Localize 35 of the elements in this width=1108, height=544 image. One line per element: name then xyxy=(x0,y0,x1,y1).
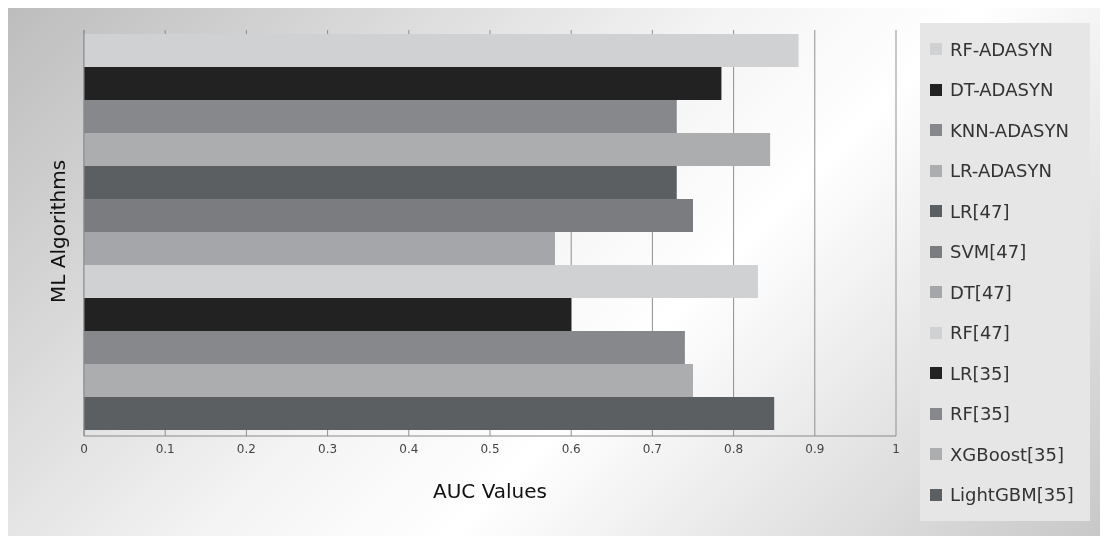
legend-label: DT[47] xyxy=(949,280,1013,305)
y-axis-title: ML Algorithms xyxy=(46,159,71,303)
bar xyxy=(84,199,693,232)
x-tick-label: 0.9 xyxy=(805,441,825,456)
x-tick-label: 0.2 xyxy=(236,441,256,456)
bar xyxy=(84,166,677,199)
x-tick-label: 0 xyxy=(80,441,88,456)
x-tick-label: 0.1 xyxy=(155,441,175,456)
x-tick-label: 0.8 xyxy=(724,441,744,456)
legend-label: LR-ADASYN xyxy=(949,159,1053,184)
bar xyxy=(84,232,555,265)
x-tick-label: 0.4 xyxy=(399,441,419,456)
legend-label: RF[47] xyxy=(949,321,1011,346)
bar xyxy=(84,67,722,100)
x-tick-label: 0.7 xyxy=(642,441,662,456)
legend-label: RF-ADASYN xyxy=(949,37,1055,62)
legend-label: XGBoost[35] xyxy=(949,442,1066,467)
x-tick-label: 1 xyxy=(892,441,900,456)
bar xyxy=(84,265,758,298)
x-tick-label: 0.5 xyxy=(480,441,500,456)
x-tick-label: 0.6 xyxy=(561,441,581,456)
legend-label: LR[47] xyxy=(949,199,1011,224)
x-tick-label: 0.3 xyxy=(318,441,338,456)
legend-label: LR[35] xyxy=(949,361,1011,386)
legend-label: KNN-ADASYN xyxy=(949,118,1070,143)
legend-label: RF[35] xyxy=(949,402,1011,427)
legend-label: DT-ADASYN xyxy=(949,78,1055,103)
bar xyxy=(84,133,771,166)
legend-label: LightGBM[35] xyxy=(949,483,1075,508)
bar xyxy=(84,364,693,397)
bar xyxy=(84,298,572,331)
legend-label: SVM[47] xyxy=(949,240,1028,265)
bar xyxy=(84,397,775,430)
bar xyxy=(84,34,799,67)
x-axis-title: AUC Values xyxy=(433,479,547,503)
